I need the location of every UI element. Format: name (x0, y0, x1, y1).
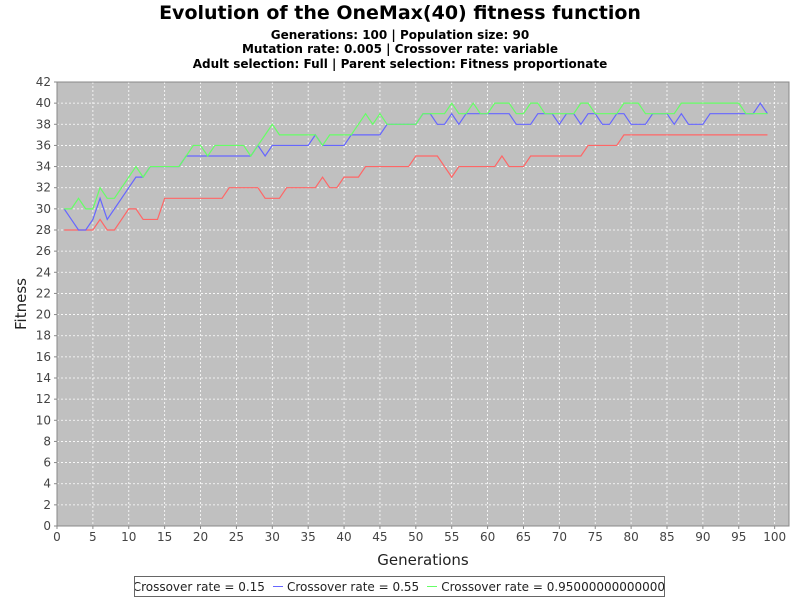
y-tick-label: 12 (36, 392, 51, 406)
y-tick-label: 24 (36, 265, 51, 279)
y-tick-label: 2 (43, 498, 51, 512)
y-tick-label: 8 (43, 434, 51, 448)
x-tick-label: 95 (731, 530, 746, 544)
legend-item-2: Crossover rate = 0.9500000000000001 (427, 579, 665, 594)
y-tick-label: 10 (36, 413, 51, 427)
x-tick-label: 70 (552, 530, 567, 544)
x-tick-label: 35 (301, 530, 316, 544)
y-tick-label: 18 (36, 329, 51, 343)
y-tick-label: 20 (36, 308, 51, 322)
series-line-2 (64, 102, 768, 210)
y-tick-label: 34 (36, 160, 51, 174)
chart-subtitle-2: Mutation rate: 0.005 | Crossover rate: v… (241, 42, 558, 56)
y-axis-label: Fitness (12, 278, 30, 330)
y-tick-label: 22 (36, 286, 51, 300)
x-tick-label: 0 (53, 530, 61, 544)
x-tick-label: 50 (408, 530, 423, 544)
axes (54, 81, 790, 529)
legend-swatch-1 (272, 586, 283, 587)
x-tick-label: 30 (265, 530, 280, 544)
chart-title: Evolution of the OneMax(40) fitness func… (159, 2, 641, 24)
series-lines (63, 102, 768, 231)
legend-item-0: Crossover rate = 0.15 (134, 579, 265, 594)
x-tick-label: 80 (623, 530, 638, 544)
y-tick-label: 30 (36, 202, 51, 216)
series-line-0 (64, 134, 768, 231)
y-tick-label: 26 (36, 244, 51, 258)
y-tick-label: 36 (36, 138, 51, 152)
x-tick-label: 60 (480, 530, 495, 544)
x-tick-label: 45 (372, 530, 387, 544)
x-tick-label: 55 (444, 530, 459, 544)
y-tick-label: 40 (36, 96, 51, 110)
x-tick-label: 100 (763, 530, 786, 544)
x-tick-label: 85 (659, 530, 674, 544)
y-tick-label: 6 (43, 456, 51, 470)
legend-swatch-2 (427, 586, 438, 587)
y-tick-label: 16 (36, 350, 51, 364)
legend: Crossover rate = 0.15 Crossover rate = 0… (134, 576, 665, 597)
y-tick-label: 0 (43, 519, 51, 533)
x-tick-label: 90 (695, 530, 710, 544)
x-tick-label: 75 (588, 530, 603, 544)
x-tick-label: 20 (193, 530, 208, 544)
legend-label-1: Crossover rate = 0.55 (286, 579, 420, 594)
plot-border (56, 81, 790, 527)
legend-label-2: Crossover rate = 0.9500000000000001 (441, 579, 665, 594)
x-tick-label: 65 (516, 530, 531, 544)
x-tick-label: 5 (89, 530, 97, 544)
y-tick-label: 14 (36, 371, 51, 385)
chart-subtitle-3: Adult selection: Full | Parent selection… (192, 57, 608, 71)
legend-label-0: Crossover rate = 0.15 (134, 579, 265, 594)
x-tick-label: 25 (229, 530, 244, 544)
x-tick-label: 10 (121, 530, 136, 544)
plot-area (57, 82, 789, 526)
tick-labels: 0 5 10 15 20 25 30 35 40 45 50 55 60 65 70 75 80 85 90 95 10… (36, 75, 786, 544)
y-tick-label: 38 (36, 117, 51, 131)
x-tick-label: 40 (336, 530, 351, 544)
legend-item-1: Crossover rate = 0.55 (272, 579, 420, 594)
y-tick-label: 4 (43, 477, 51, 491)
y-tick-label: 28 (36, 223, 51, 237)
x-axis-label: Generations (377, 551, 469, 569)
chart-subtitle-1: Generations: 100 | Population size: 90 (270, 28, 530, 42)
y-tick-label: 32 (36, 181, 51, 195)
y-tick-label: 42 (36, 75, 51, 89)
x-tick-label: 15 (157, 530, 172, 544)
